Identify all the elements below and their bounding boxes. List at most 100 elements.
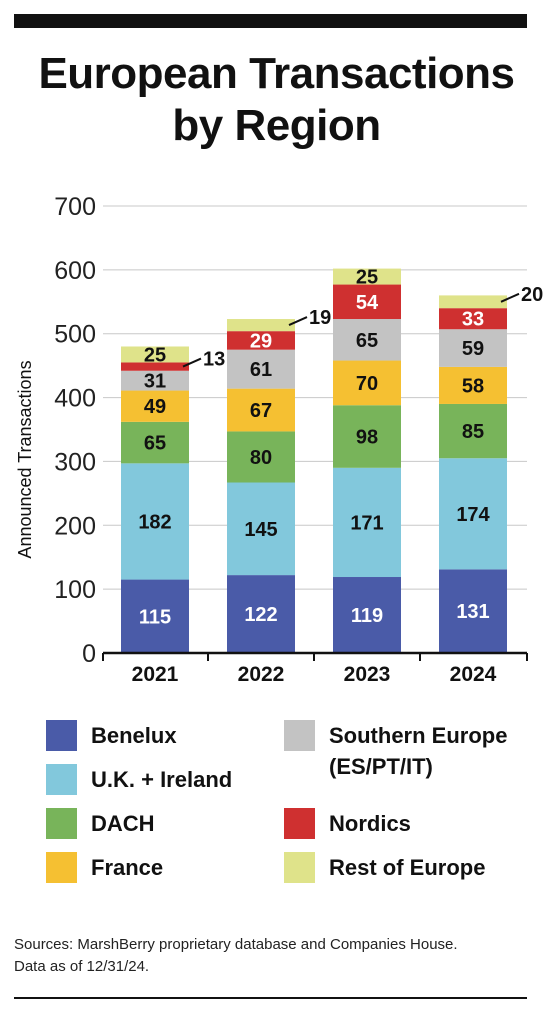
bar-2024-uk-ireland (439, 458, 507, 570)
bar-2021-rest-of-europe (121, 346, 189, 363)
sources-line-1: Sources: MarshBerry proprietary database… (14, 936, 458, 953)
data-label-2022-nordics: 29 (250, 330, 272, 352)
bar-2024-nordics (439, 308, 507, 330)
legend-label-benelux: Benelux (91, 723, 177, 748)
bar-2022-dach (227, 431, 295, 483)
callout-line-2021-nordics (182, 357, 202, 368)
bottom-rule (14, 997, 527, 999)
bar-2024-benelux (439, 569, 507, 653)
y-tick-label-500: 500 (54, 321, 96, 349)
legend-label-nordics: Nordics (329, 811, 411, 836)
top-rule (14, 14, 527, 28)
legend-swatch-rest-of-europe (284, 852, 315, 883)
legend-item-uk-ireland: U.K. + Ireland (46, 764, 232, 795)
chart-title: European Transactions by Region (0, 48, 553, 152)
bar-2022-southern-europe (227, 349, 295, 389)
legend-item-southern-europe: Southern Europe (ES/PT/IT) (284, 720, 507, 782)
sources-note: Sources: MarshBerry proprietary database… (14, 934, 534, 978)
bar-2022-rest-of-europe (227, 319, 295, 332)
data-label-2024-rest-of-europe: 20 (521, 284, 543, 306)
bar-2023-nordics (333, 284, 401, 320)
x-tick-label-2022: 2022 (238, 663, 285, 686)
x-tick-label-2023: 2023 (344, 663, 391, 686)
bar-2024-southern-europe (439, 329, 507, 367)
data-label-2022-france: 67 (250, 400, 272, 422)
bar-2022-france (227, 388, 295, 432)
data-label-2022-rest-of-europe: 19 (309, 307, 331, 329)
data-label-2021-uk-ireland: 182 (138, 511, 171, 533)
data-label-2022-southern-europe: 61 (250, 359, 272, 381)
callout-line-2022-rest-of-europe (288, 316, 308, 327)
x-tick-label-2024: 2024 (450, 663, 497, 686)
bar-2023-rest-of-europe (333, 268, 401, 285)
legend-swatch-nordics (284, 808, 315, 839)
bar-2023-uk-ireland (333, 467, 401, 578)
data-label-2024-benelux: 131 (456, 601, 489, 623)
bar-2024-france (439, 366, 507, 404)
y-tick-label-300: 300 (54, 448, 96, 476)
data-label-2023-southern-europe: 65 (356, 330, 378, 352)
data-label-2024-uk-ireland: 174 (456, 504, 490, 526)
y-tick-label-400: 400 (54, 385, 96, 413)
data-label-2023-france: 70 (356, 373, 378, 395)
bar-2022-benelux (227, 575, 295, 653)
data-label-2024-dach: 85 (462, 421, 484, 443)
data-label-2021-nordics: 13 (203, 349, 225, 371)
bar-2021-southern-europe (121, 370, 189, 391)
data-label-2023-benelux: 119 (351, 605, 383, 627)
data-label-2021-southern-europe: 31 (144, 371, 166, 393)
bar-2022-nordics (227, 331, 295, 350)
legend-label-southern-line-2: (ES/PT/IT) (329, 754, 433, 779)
stacked-bar-chart: 0 100 200 300 400 500 600 700 Announced Transact… (15, 193, 543, 686)
legend-item-dach: DACH (46, 808, 155, 839)
data-label-2024-southern-europe: 59 (462, 338, 484, 360)
bar-2021-benelux (121, 579, 189, 653)
data-label-2021-france: 49 (144, 396, 166, 418)
legend-swatch-france (46, 852, 77, 883)
bar-2024-dach (439, 403, 507, 459)
data-label-2021-benelux: 115 (139, 606, 171, 628)
data-label-2021-rest-of-europe: 25 (144, 344, 166, 366)
data-label-2022-uk-ireland: 145 (244, 519, 277, 541)
legend-swatch-dach (46, 808, 77, 839)
legend-label-southern-line-1: Southern Europe (329, 723, 508, 748)
data-label-2023-dach: 98 (356, 427, 378, 449)
data-label-2024-nordics: 33 (462, 309, 484, 331)
y-tick-label-0: 0 (82, 640, 96, 668)
legend-label-rest-of-europe: Rest of Europe (329, 855, 486, 880)
legend-label-uk-ireland: U.K. + Ireland (91, 767, 233, 792)
title-line-2: by Region (172, 101, 381, 150)
data-label-2022-benelux: 122 (244, 604, 277, 626)
bar-2021-dach (121, 421, 189, 464)
data-label-2022-dach: 80 (250, 447, 272, 469)
title-line-1: European Transactions (38, 49, 515, 98)
y-tick-label-700: 700 (54, 193, 96, 221)
bar-2021-uk-ireland (121, 463, 189, 580)
legend-label-france: France (91, 855, 164, 880)
bar-2024-rest-of-europe (439, 295, 507, 309)
legend-swatch-uk-ireland (46, 764, 77, 795)
legend-swatch-southern-europe (284, 720, 315, 751)
legend-item-benelux: Benelux (46, 720, 177, 751)
bar-2021-nordics (121, 362, 189, 371)
data-label-2023-uk-ireland: 171 (350, 512, 383, 534)
bar-2023-benelux (333, 577, 401, 653)
callout-line-2024-rest-of-europe (500, 292, 520, 303)
data-label-2021-dach: 65 (144, 433, 166, 455)
legend-label-southern-europe: Southern Europe (ES/PT/IT) (329, 720, 507, 782)
legend-item-nordics: Nordics (284, 808, 411, 839)
bar-2023-dach (333, 405, 401, 468)
data-label-2024-france: 58 (462, 375, 484, 397)
bar-2023-france (333, 360, 401, 406)
bar-2022-uk-ireland (227, 482, 295, 576)
y-axis-label: Announced Transactions (15, 360, 35, 558)
data-label-2023-rest-of-europe: 25 (356, 267, 378, 289)
legend-item-rest-of-europe: Rest of Europe (284, 852, 485, 883)
sources-line-2: Data as of 12/31/24. (14, 958, 150, 975)
legend-swatch-benelux (46, 720, 77, 751)
y-tick-label-600: 600 (54, 257, 96, 285)
data-label-2023-nordics: 54 (356, 292, 379, 314)
y-tick-label-100: 100 (54, 576, 96, 604)
y-tick-label-200: 200 (54, 512, 96, 540)
bar-2021-france (121, 390, 189, 422)
